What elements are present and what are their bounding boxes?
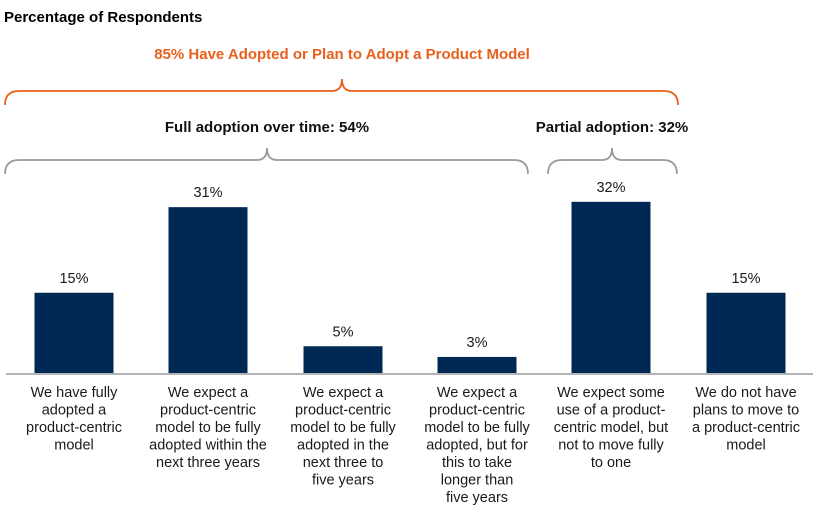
value-label-3: 3% [467, 335, 488, 351]
bar-4 [571, 201, 651, 373]
annotation-partial-adoption: Partial adoption: 32% [536, 119, 689, 136]
category-label-3: We expect a product-centric model to be fu… [424, 385, 530, 506]
category-label-2: We expect a product-centric model to be fu… [290, 385, 396, 489]
value-label-5: 15% [731, 271, 760, 287]
bar-0 [34, 292, 114, 373]
category-label-0: We have fully adopted a product-centric mod… [26, 385, 122, 454]
bar-2 [303, 346, 383, 373]
category-label-5: We do not have plans to move to a product-… [692, 385, 800, 454]
chart-title: Percentage of Respondents [4, 9, 202, 26]
value-label-1: 31% [193, 185, 222, 201]
bracket-overall [4, 78, 679, 106]
bracket-partial-adoption [547, 147, 678, 175]
bar-3 [437, 356, 517, 373]
category-labels: We have fully adopted a product-centric mod… [26, 385, 800, 506]
value-label-2: 5% [333, 324, 354, 340]
bar-5 [706, 292, 786, 373]
annotation-brackets: 85% Have Adopted or Plan to Adopt a Prod… [4, 46, 689, 175]
bar-1 [168, 207, 248, 373]
value-label-0: 15% [59, 271, 88, 287]
bracket-full-adoption [4, 147, 529, 175]
annotation-full-adoption: Full adoption over time: 54% [165, 119, 369, 136]
annotation-overall: 85% Have Adopted or Plan to Adopt a Prod… [154, 46, 530, 63]
category-label-4: We expect some use of a product-centric m… [554, 385, 668, 471]
bars-group: 15% 31% 5% 3% 32% 15% [34, 180, 786, 373]
value-label-4: 32% [596, 180, 625, 196]
category-label-1: We expect a product-centric model to be fu… [149, 385, 267, 471]
